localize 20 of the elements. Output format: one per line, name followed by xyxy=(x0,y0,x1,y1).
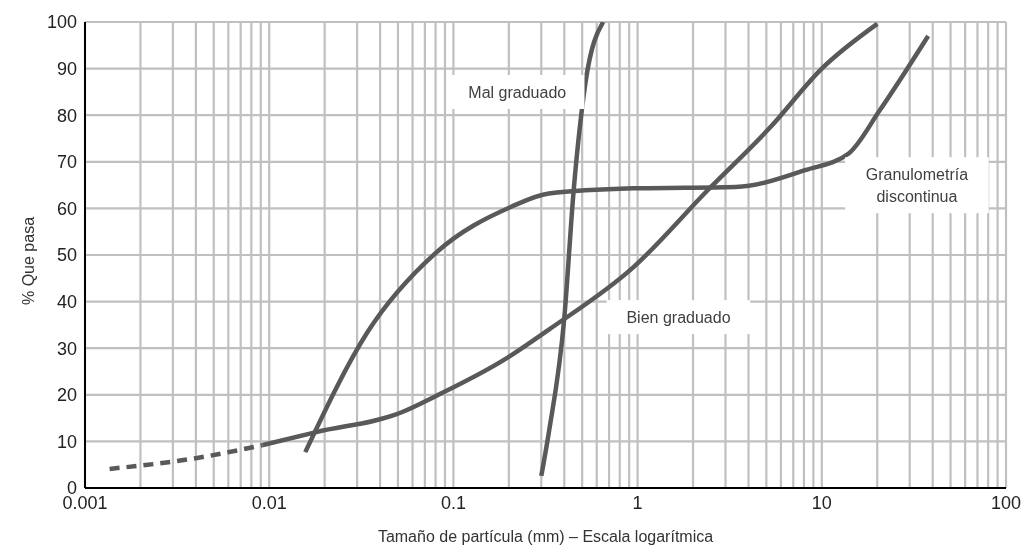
series-label: Mal graduado xyxy=(468,83,567,101)
y-tick-label: 90 xyxy=(56,58,77,79)
y-tick-label: 40 xyxy=(56,291,77,312)
y-tick-label: 20 xyxy=(56,385,77,406)
y-tick-label: 30 xyxy=(56,338,77,359)
y-tick-label: 70 xyxy=(56,152,77,173)
series-label: Granulometría discontinua xyxy=(865,166,969,206)
x-tick-label: 0.01 xyxy=(251,492,287,513)
y-tick-label: 10 xyxy=(56,431,77,452)
y-tick-label: 100 xyxy=(46,12,77,33)
series-label: Bien graduado xyxy=(626,309,731,327)
x-tick-label: 0.1 xyxy=(440,492,466,513)
y-tick-label: 80 xyxy=(56,105,77,126)
x-tick-label: 10 xyxy=(811,492,832,513)
x-axis-title: Tamaño de partícula (mm) – Escala logarítmica xyxy=(377,528,714,545)
x-tick-label: 100 xyxy=(990,492,1022,513)
x-tick-label: 1 xyxy=(632,492,643,513)
y-axis-title: % Que pasa xyxy=(19,216,37,305)
y-tick-label: 50 xyxy=(56,245,77,266)
y-tick-label: 60 xyxy=(56,198,77,219)
